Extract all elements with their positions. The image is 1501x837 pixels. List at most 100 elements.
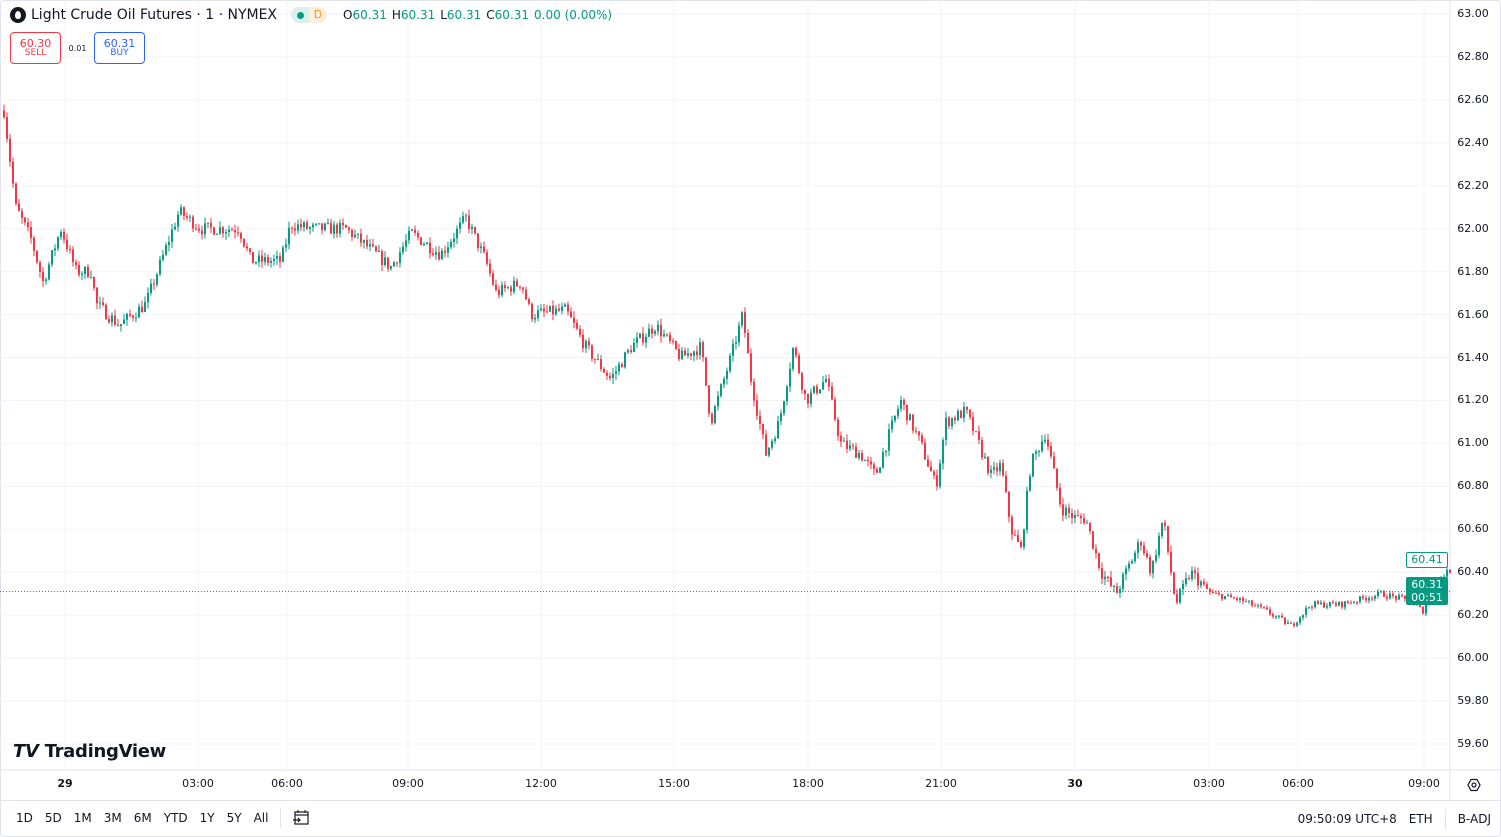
candle-body bbox=[329, 222, 332, 234]
candle-body bbox=[626, 349, 629, 353]
candle-body bbox=[1277, 615, 1280, 617]
oil-drop-icon bbox=[10, 7, 26, 23]
candle-body bbox=[647, 328, 650, 337]
session-toggle[interactable]: ETH bbox=[1408, 812, 1433, 826]
candle-body bbox=[1148, 556, 1151, 574]
market-status[interactable]: D bbox=[291, 7, 328, 23]
candle-body bbox=[128, 313, 131, 316]
candle-body bbox=[1184, 578, 1187, 584]
candle-body bbox=[524, 289, 527, 300]
candle-body bbox=[1211, 592, 1214, 594]
candle-body bbox=[464, 215, 467, 217]
price-chart[interactable] bbox=[0, 0, 1501, 800]
candle-body bbox=[182, 207, 185, 217]
time-tick-label: 03:00 bbox=[182, 777, 214, 790]
candle-body bbox=[1331, 601, 1334, 604]
candle-body bbox=[1232, 597, 1235, 599]
range-3m[interactable]: 3M bbox=[103, 810, 122, 825]
candle-body bbox=[485, 252, 488, 264]
candle-body bbox=[1373, 595, 1376, 599]
candle-body bbox=[1190, 570, 1193, 579]
candle-body bbox=[35, 250, 38, 263]
candle-body bbox=[638, 333, 641, 338]
candle-body bbox=[416, 232, 419, 238]
divider bbox=[280, 807, 282, 828]
candle-body bbox=[500, 284, 503, 296]
candle-body bbox=[1346, 601, 1349, 603]
candle-body bbox=[956, 410, 959, 421]
candle-body bbox=[890, 420, 893, 430]
candle-body bbox=[572, 317, 575, 323]
candle-body bbox=[818, 389, 821, 393]
candle-body bbox=[599, 359, 602, 370]
range-6m[interactable]: 6M bbox=[133, 810, 152, 825]
candle-body bbox=[755, 400, 758, 416]
candle-body bbox=[896, 408, 899, 416]
candle-body bbox=[122, 319, 125, 325]
candle-body bbox=[1160, 522, 1163, 536]
candle-body bbox=[1199, 581, 1202, 586]
candle-body bbox=[569, 311, 572, 318]
candle-body bbox=[1268, 609, 1271, 615]
clock-timezone[interactable]: 09:50:09 UTC+8 bbox=[1297, 812, 1397, 826]
sell-button[interactable]: 60.30 SELL bbox=[10, 32, 61, 64]
go-to-date-calendar-icon[interactable] bbox=[291, 808, 311, 828]
candle-body bbox=[419, 237, 422, 245]
candle-body bbox=[872, 464, 875, 470]
candle-body bbox=[503, 284, 506, 289]
candle-body bbox=[1028, 476, 1031, 491]
candle-body bbox=[305, 222, 308, 229]
candle-body bbox=[245, 246, 248, 249]
candle-body bbox=[62, 231, 65, 240]
candle-body bbox=[233, 230, 236, 233]
candle-body bbox=[140, 306, 143, 312]
candle-body bbox=[527, 299, 530, 304]
candle-body bbox=[785, 386, 788, 402]
candle-body bbox=[815, 386, 818, 393]
candle-body bbox=[1262, 606, 1265, 608]
candle-body bbox=[1316, 601, 1319, 604]
range-1y[interactable]: 1Y bbox=[199, 810, 215, 825]
candle-body bbox=[587, 341, 590, 346]
candle-body bbox=[1238, 597, 1241, 601]
candle-body bbox=[1235, 598, 1238, 601]
candle-body bbox=[1115, 585, 1118, 594]
candle-body bbox=[20, 211, 23, 218]
candle-body bbox=[482, 246, 485, 253]
time-tick-label: 09:00 bbox=[1408, 777, 1440, 790]
time-tick-label: 30 bbox=[1067, 777, 1083, 790]
buy-button[interactable]: 60.31 BUY bbox=[94, 32, 145, 64]
candle-body bbox=[530, 303, 533, 320]
range-1m[interactable]: 1M bbox=[73, 810, 92, 825]
candle-body bbox=[881, 452, 884, 468]
candle-body bbox=[806, 394, 809, 404]
candle-body bbox=[1013, 534, 1016, 536]
candle-body bbox=[221, 227, 224, 234]
range-all[interactable]: All bbox=[253, 810, 269, 825]
candle-body bbox=[170, 229, 173, 242]
candle-body bbox=[1040, 441, 1043, 452]
range-ytd[interactable]: YTD bbox=[163, 810, 188, 825]
time-tick-label: 03:00 bbox=[1193, 777, 1225, 790]
range-5d[interactable]: 5D bbox=[44, 810, 62, 825]
candle-body bbox=[521, 287, 524, 290]
candle-body bbox=[506, 287, 509, 289]
candle-body bbox=[284, 244, 287, 248]
candle-body bbox=[377, 251, 380, 253]
candle-body bbox=[560, 306, 563, 311]
tradingview-logo[interactable]: TV TradingView bbox=[13, 741, 166, 762]
range-5y[interactable]: 5Y bbox=[226, 810, 242, 825]
candle-body bbox=[296, 224, 299, 231]
adjustment-toggle[interactable]: B-ADJ bbox=[1457, 812, 1491, 826]
symbol-title[interactable]: Light Crude Oil Futures · 1 · NYMEX bbox=[31, 7, 278, 23]
candle-body bbox=[740, 312, 743, 326]
range-1d[interactable]: 1D bbox=[16, 810, 33, 825]
candle-body bbox=[1349, 602, 1352, 604]
settings-gear-icon[interactable] bbox=[1467, 778, 1481, 792]
high-price-tag: 60.41 bbox=[1406, 552, 1448, 568]
candle-body bbox=[764, 434, 767, 456]
candle-body bbox=[254, 262, 257, 264]
candle-body bbox=[224, 232, 227, 234]
candle-body bbox=[851, 445, 854, 447]
candle-body bbox=[614, 371, 617, 374]
